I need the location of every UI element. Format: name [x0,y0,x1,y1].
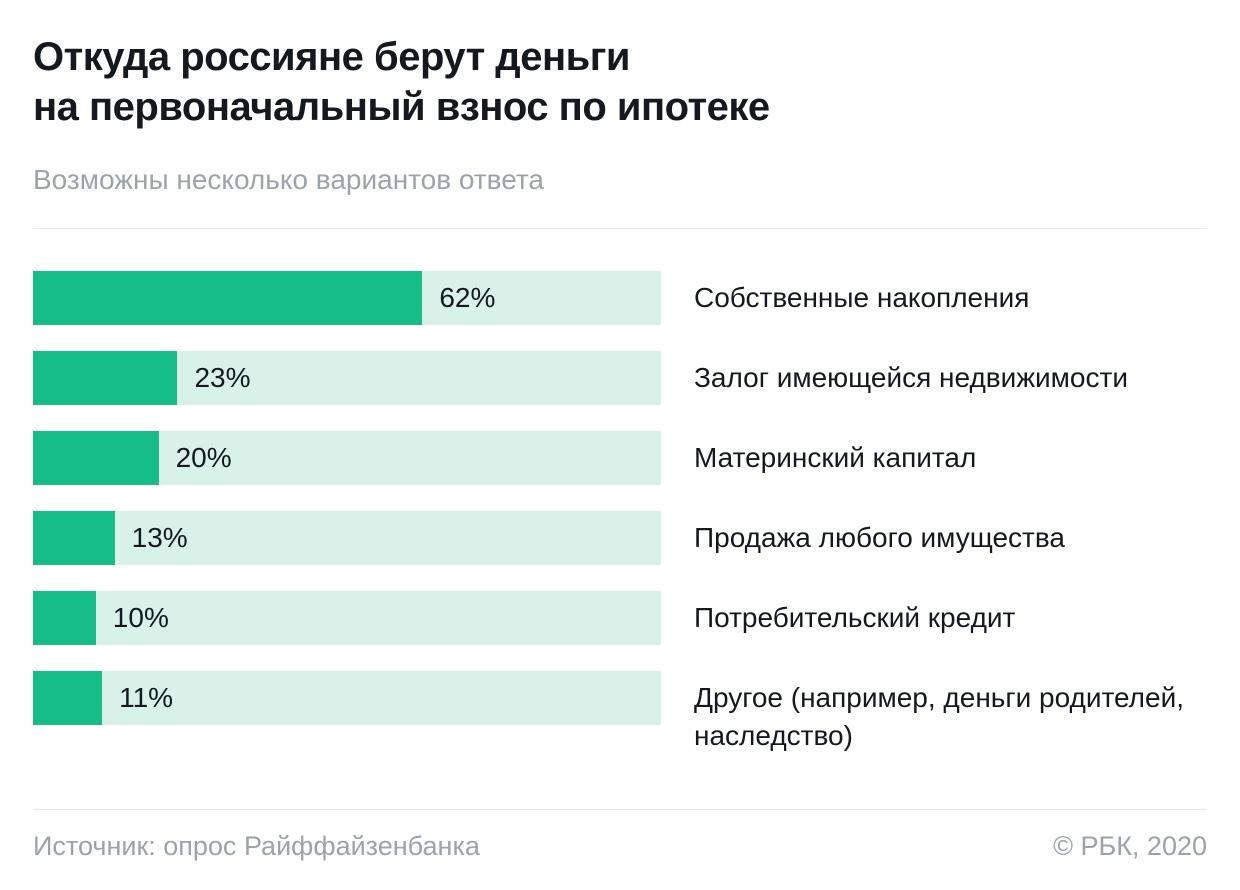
bar-value-label: 10% [112,602,169,633]
page-title-line-1: Откуда россияне берут деньги [33,35,630,79]
bar-value-label: 62% [439,282,496,313]
footer-source: Источник: опрос Райффайзенбанка [33,831,480,861]
bar-track: 62% [33,271,661,325]
chart-subtitle: Возможны несколько вариантов ответа [33,164,544,195]
bar-rows: 62% Собственные накопления 23% Залог име… [33,271,1207,781]
top-divider [33,228,1207,229]
bar-row: 23% Залог имеющейся недвижимости [33,351,1207,405]
footer-copyright: © РБК, 2020 [1053,831,1207,861]
bar-track: 23% [33,351,661,405]
bar-value-label: 20% [175,442,232,473]
bar-fill [33,671,103,725]
bar-fill [33,511,115,565]
bar-value-label: 23% [194,362,251,393]
bar-fill [33,431,159,485]
bar-row: 13% Продажа любого имущества [33,511,1207,565]
bar-track: 13% [33,511,661,565]
bar-category-label: Залог имеющейся недвижимости [694,362,1128,393]
bar-category-label: Материнский капитал [694,442,977,473]
bar-value-label: 11% [119,682,174,713]
bar-value-label: 13% [131,522,188,553]
bar-category-label: Продажа любого имущества [694,522,1065,553]
bar-category-label: Потребительский кредит [694,602,1016,633]
bar-fill [33,591,96,645]
bar-fill [33,271,423,325]
bar-track: 20% [33,431,661,485]
page-title-line-2: на первоначальный взнос по ипотеке [33,85,770,129]
bar-category-label: Собственные накопления [694,282,1030,313]
bar-category-label: Другое (например, деньги родителей, насл… [694,682,1185,751]
bar-track: 10% [33,591,661,645]
bar-row: 62% Собственные накопления [33,271,1207,325]
bar-track: 11% [33,671,661,725]
bar-row: 10% Потребительский кредит [33,591,1207,645]
bar-row: 11% Другое (например, деньги родителей, … [33,671,1207,755]
bar-fill [33,351,178,405]
footer: Источник: опрос Райффайзенбанка © РБК, 2… [33,809,1207,890]
bar-row: 20% Материнский капитал [33,431,1207,485]
page-title: Откуда россияне берут деньги на первонач… [33,32,1207,132]
